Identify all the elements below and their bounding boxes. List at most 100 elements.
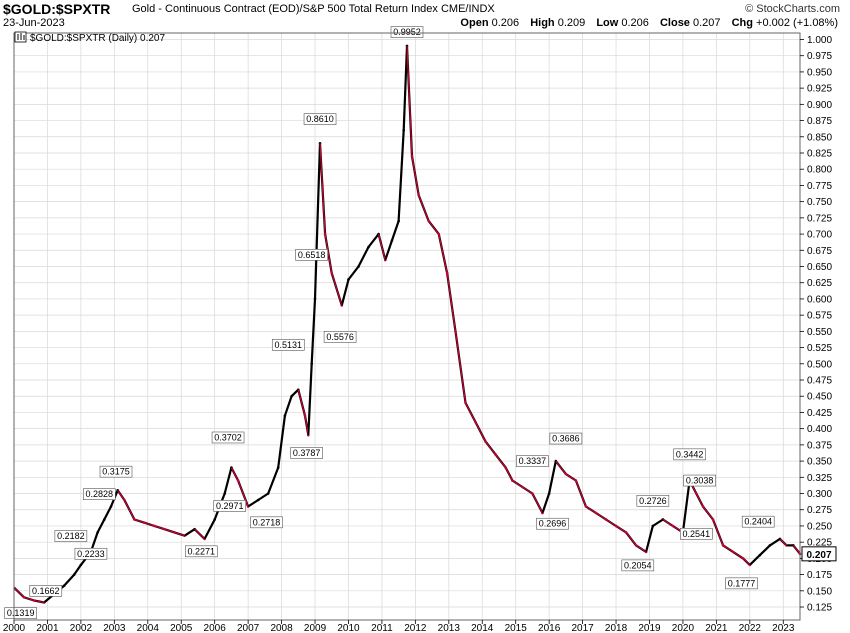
annotation-label: 0.1662 — [32, 586, 60, 596]
y-tick-label: 0.750 — [807, 197, 832, 208]
up-segment — [277, 415, 286, 468]
down-segment — [123, 499, 135, 520]
ohlc-readout: Open 0.206 High 0.209 Low 0.206 Close 0.… — [460, 17, 838, 29]
y-tick-label: 0.550 — [807, 327, 832, 338]
down-segment — [565, 473, 577, 482]
y-tick-label: 0.175 — [807, 570, 832, 581]
up-segment — [398, 130, 405, 222]
y-tick-label: 0.275 — [807, 505, 832, 516]
down-segment — [377, 233, 386, 261]
x-tick-label: 2005 — [170, 623, 193, 633]
annotation-box — [213, 500, 247, 512]
annotation-label: 0.2971 — [216, 501, 244, 511]
high-value: 0.209 — [557, 17, 586, 29]
up-segment — [204, 519, 216, 540]
down-segment — [406, 45, 413, 157]
up-segment — [267, 467, 279, 494]
low-label: Low — [596, 17, 619, 29]
series-line — [13, 44, 801, 604]
down-segment — [144, 522, 155, 527]
down-segment — [662, 518, 674, 527]
annotation-label: 0.2233 — [77, 549, 105, 559]
annotation-label: 0.2718 — [253, 517, 281, 527]
annotation-box — [673, 448, 706, 461]
high-label: High — [530, 17, 555, 29]
annotation-layer: 0.1319 0.1662 0.2182 0.2233 0.2828 0.3175 0.22… — [4, 26, 775, 619]
annotation-box — [621, 559, 655, 572]
down-segment — [237, 480, 249, 507]
x-tick-label: 2020 — [672, 623, 695, 633]
up-segment — [103, 506, 112, 520]
y-tick-label: 0.800 — [807, 165, 832, 176]
down-segment — [779, 538, 788, 546]
open-label: Open — [460, 17, 489, 29]
symbol-description: Gold - Continuous Contract (EOD)/S&P 500… — [132, 3, 495, 15]
up-segment — [769, 538, 781, 546]
up-segment — [184, 528, 195, 537]
x-tick-label: 2015 — [505, 623, 528, 633]
annotation-label: 0.2054 — [624, 560, 652, 570]
up-segment — [652, 518, 664, 527]
down-segment — [319, 143, 326, 235]
down-segment — [411, 156, 420, 196]
up-segment — [541, 493, 550, 514]
annotation-box — [250, 516, 283, 529]
y-tick-label: 0.700 — [807, 230, 832, 241]
annotation-label: 0.2182 — [57, 531, 85, 541]
annotation-label: 0.2271 — [188, 546, 216, 556]
x-tick-label: 2004 — [137, 623, 160, 633]
y-tick-label: 0.575 — [807, 311, 832, 322]
last-value-box — [801, 546, 837, 562]
down-segment — [446, 272, 457, 332]
annotation-box — [54, 530, 88, 542]
down-segment — [174, 531, 185, 537]
down-segment — [635, 544, 647, 553]
down-segment — [418, 194, 430, 222]
y-tick-label: 0.500 — [807, 359, 832, 370]
annotation-label: 0.3787 — [293, 448, 321, 458]
down-segment — [531, 493, 543, 514]
annotation-box — [536, 517, 569, 530]
down-segment — [615, 525, 627, 533]
x-tick-label: 2018 — [605, 623, 628, 633]
annotation-label: 0.3175 — [102, 467, 130, 477]
brand-label[interactable]: © StockCharts.com — [745, 3, 840, 15]
up-segment — [73, 564, 82, 575]
down-segment — [702, 506, 714, 520]
down-segment — [23, 596, 35, 602]
y-tick-label: 0.450 — [807, 392, 832, 403]
y-tick-label: 0.125 — [807, 603, 832, 614]
annotation-box — [725, 577, 758, 590]
up-segment — [391, 220, 400, 241]
down-segment — [605, 518, 617, 527]
annotation-label: 0.3702 — [214, 432, 242, 442]
symbol-title: $GOLD:$SPXTR — [3, 1, 111, 17]
y-tick-label: 0.400 — [807, 424, 832, 435]
down-segment — [164, 528, 175, 534]
up-segment — [63, 574, 75, 587]
down-segment — [575, 480, 587, 507]
down-segment — [33, 599, 45, 604]
annotation-box — [211, 431, 245, 444]
annotation-label: 0.1777 — [728, 578, 756, 588]
up-segment — [291, 389, 299, 397]
down-segment — [712, 519, 724, 546]
annotation-label: 0.3337 — [519, 456, 547, 466]
y-tick-label: 0.300 — [807, 489, 832, 500]
series-layer — [13, 44, 802, 604]
y-tick-label: 0.225 — [807, 538, 832, 549]
chart-header: $GOLD:$SPXTR Gold - Continuous Contract … — [0, 0, 850, 32]
annotation-label: 0.6518 — [298, 250, 326, 260]
y-tick-label: 0.775 — [807, 181, 832, 192]
y-tick-label: 0.875 — [807, 116, 832, 127]
y-tick-label: 0.425 — [807, 408, 832, 419]
annotation-box — [390, 26, 424, 38]
down-segment — [732, 551, 744, 559]
down-segment — [230, 467, 239, 481]
chg-value: +0.002 (+1.08%) — [756, 17, 838, 29]
down-segment — [495, 454, 507, 468]
annotation-box — [74, 547, 108, 560]
annotation-box — [683, 474, 716, 487]
annotation-box — [303, 113, 337, 125]
